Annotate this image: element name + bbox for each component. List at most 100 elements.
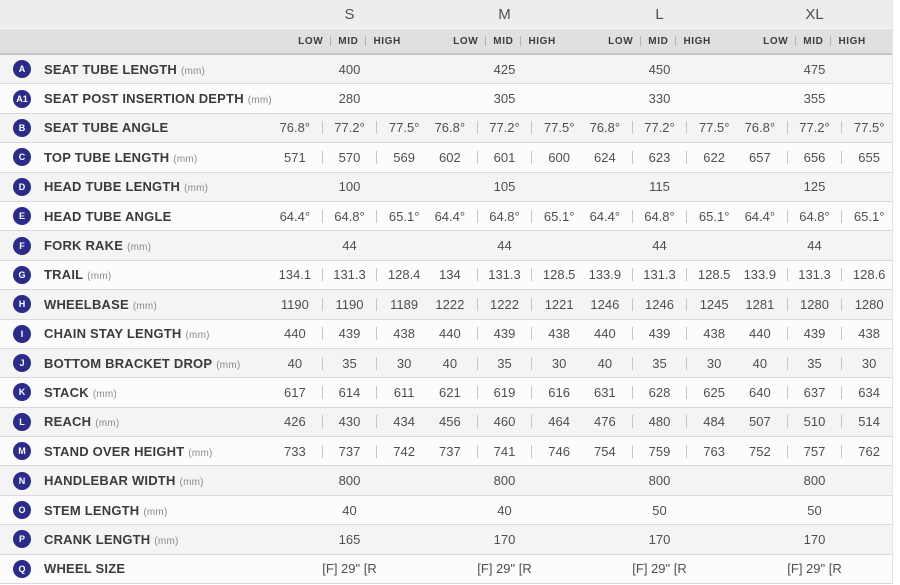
spec-row-p: P CRANK LENGTH (mm) 165 170 170 170	[0, 525, 892, 555]
pipe-divider	[476, 150, 478, 164]
pipe-divider	[686, 268, 688, 282]
value-cell-xl: 800	[737, 473, 892, 488]
spec-value: 450	[648, 61, 671, 77]
spec-value: 165	[338, 531, 361, 547]
spec-value: 44	[342, 238, 357, 254]
pipe-divider	[786, 268, 788, 282]
size-header-l: L	[655, 5, 664, 23]
row-label: SEAT TUBE ANGLE	[44, 120, 172, 135]
pipe-divider	[531, 356, 533, 370]
pipe-divider	[531, 297, 533, 311]
spec-value: 600	[548, 149, 570, 165]
row-label: STEM LENGTH (mm)	[44, 503, 168, 518]
row-label-text: SEAT POST INSERTION DEPTH	[44, 91, 244, 107]
spec-value: 759	[648, 443, 671, 459]
pipe-divider	[686, 415, 688, 429]
row-label: TOP TUBE LENGTH (mm)	[44, 150, 197, 165]
spec-value: 355	[803, 91, 826, 107]
spec-value: 571	[283, 149, 306, 165]
spec-value: 800	[648, 473, 671, 489]
spec-value: 30	[861, 355, 877, 371]
spec-value: 30	[396, 355, 412, 371]
spec-value: 741	[493, 443, 516, 459]
pipe-divider	[841, 444, 843, 458]
pipe-divider	[531, 209, 533, 223]
value-cell-l: 133.9 131.3 128.5	[582, 267, 737, 282]
pos-label-mid: MID	[803, 35, 824, 47]
pipe-divider	[786, 385, 788, 399]
spec-rows: A SEAT TUBE LENGTH (mm) 400 425 450 475 A1 SEAT …	[0, 55, 892, 585]
row-label-text: REACH	[44, 414, 92, 430]
row-badge: I	[13, 324, 31, 343]
spec-value: 1221	[544, 296, 574, 312]
spec-value: 65.1°	[543, 208, 575, 224]
spec-value: [F] 29" [R	[477, 561, 532, 577]
spec-value: 131.3	[333, 267, 366, 283]
spec-value: [F] 29" [R	[787, 561, 842, 577]
pipe-divider	[631, 297, 633, 311]
spec-value: 76.8°	[589, 120, 621, 136]
spec-row-j: J BOTTOM BRACKET DROP (mm) 40 35 30 40 35 30 40 35…	[0, 348, 892, 379]
value-cell-m: 440 439 438	[427, 326, 582, 341]
spec-value: 464	[548, 414, 570, 430]
value-cell-m: 64.4° 64.8° 65.1°	[427, 209, 582, 224]
value-cell-l: 476 480 484	[582, 414, 737, 429]
pipe-divider	[830, 36, 832, 46]
value-cell-xl: 125	[737, 179, 892, 194]
spec-value: 40	[342, 502, 357, 518]
pipe-divider	[321, 297, 323, 311]
spec-row-a: A SEAT TUBE LENGTH (mm) 400 425 450 475	[0, 55, 892, 85]
spec-value: 50	[807, 502, 822, 518]
spec-value: 170	[803, 531, 826, 547]
row-label: STACK (mm)	[44, 385, 117, 400]
spec-value: 430	[338, 414, 361, 430]
size-header-s: S	[344, 5, 355, 23]
row-unit: (mm)	[127, 242, 152, 254]
spec-value: 460	[493, 414, 516, 430]
value-cell-m: 425	[427, 62, 582, 77]
pipe-divider	[376, 150, 378, 164]
pipe-divider	[786, 356, 788, 370]
spec-value: [F] 29" [R	[632, 561, 687, 577]
spec-value: 570	[338, 149, 361, 165]
pipe-divider	[786, 297, 788, 311]
spec-value: 64.4°	[434, 208, 466, 224]
pos-label-low: LOW	[453, 35, 479, 47]
spec-value: 1190	[280, 296, 309, 312]
row-badge: O	[13, 501, 31, 520]
spec-value: 656	[803, 149, 826, 165]
spec-value: 400	[338, 61, 361, 77]
value-cell-s: 100	[272, 179, 427, 194]
spec-value: 305	[493, 91, 516, 107]
row-label-cell: G TRAIL (mm)	[0, 265, 272, 284]
pipe-divider	[640, 36, 642, 46]
value-cell-l: 330	[582, 91, 737, 106]
value-cell-xl: 64.4° 64.8° 65.1°	[737, 209, 892, 224]
pipe-divider	[841, 297, 843, 311]
spec-value: 800	[493, 473, 516, 489]
spec-row-a1: A1 SEAT POST INSERTION DEPTH (mm) 280 305 330…	[0, 84, 892, 114]
spec-value: 77.2°	[644, 120, 675, 136]
row-label-cell: K STACK (mm)	[0, 383, 272, 402]
spec-value: 655	[858, 149, 880, 165]
spec-value: 439	[338, 326, 361, 342]
spec-value: 733	[283, 443, 306, 459]
value-cell-m: 44	[427, 238, 582, 253]
spec-value: 76.8°	[279, 120, 311, 136]
size-header-xl: XL	[805, 5, 824, 23]
pipe-divider	[376, 327, 378, 341]
value-cell-xl: 1281 1280 1280	[737, 297, 892, 312]
pipe-divider	[321, 444, 323, 458]
value-cell-xl: 475	[737, 62, 892, 77]
row-badge: Q	[13, 559, 31, 578]
spec-value: 64.8°	[799, 208, 830, 224]
spec-value: 569	[393, 149, 415, 165]
row-label: CRANK LENGTH (mm)	[44, 532, 179, 547]
spec-value: 30	[706, 355, 722, 371]
spec-value: 754	[593, 443, 616, 459]
spec-value: 1246	[645, 296, 674, 312]
spec-value: 1280	[854, 296, 884, 312]
spec-row-g: G TRAIL (mm) 134.1 131.3 128.4 134 131.3 128.5 13…	[0, 260, 892, 291]
spec-row-m: M STAND OVER HEIGHT (mm) 733 737 742 737 741 746…	[0, 437, 892, 467]
spec-value: 425	[493, 61, 516, 77]
